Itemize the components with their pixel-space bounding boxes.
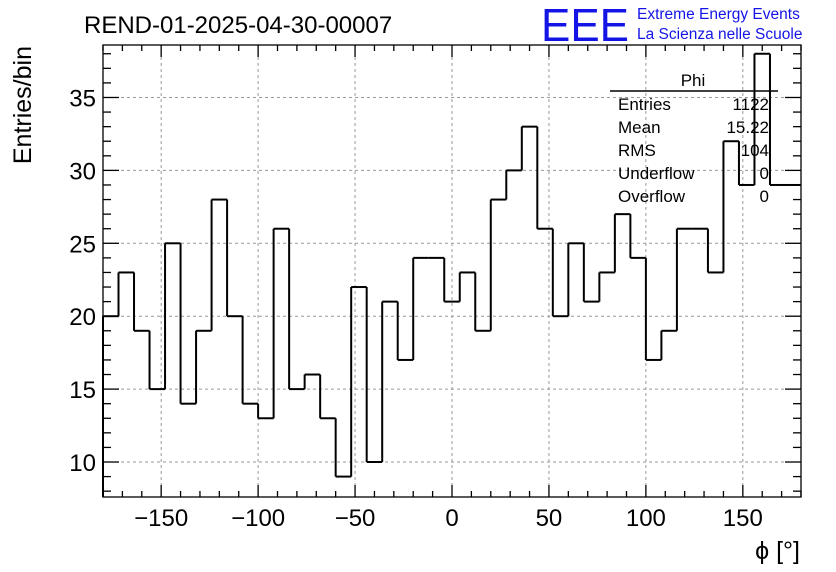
x-tick-labels: −150 −100 −50 0 50 100 150 <box>134 505 763 532</box>
histogram-series <box>102 52 801 497</box>
stats-label-mean: Mean <box>618 118 661 137</box>
stats-box: Phi Entries 1122 Mean 15.22 RMS 104 Unde… <box>610 71 778 206</box>
eee-logo: EEE Extreme Energy Events La Scienza nel… <box>541 0 802 51</box>
x-tick-label: 100 <box>626 505 666 532</box>
stats-label-underflow: Underflow <box>618 164 695 183</box>
x-axis-title: ϕ [°] <box>755 537 800 565</box>
eee-logo-line2: La Scienza nelle Scuole <box>637 26 802 43</box>
stats-box-name: Phi <box>681 71 706 90</box>
y-tick-label: 20 <box>69 304 96 331</box>
y-tick-labels: 10 15 20 25 30 35 <box>69 85 96 477</box>
stats-value-rms: 104 <box>741 141 769 160</box>
stats-value-mean: 15.22 <box>726 118 769 137</box>
y-tick-label: 30 <box>69 158 96 185</box>
stats-label-rms: RMS <box>618 141 656 160</box>
x-tick-label: −100 <box>231 505 285 532</box>
x-tick-label: −50 <box>335 505 376 532</box>
x-tick-label: 50 <box>536 505 563 532</box>
y-axis-title: Entries/bin <box>9 46 37 164</box>
eee-logo-line1: Extreme Energy Events <box>637 6 800 23</box>
y-tick-label: 35 <box>69 85 96 112</box>
x-tick-label: 0 <box>445 505 458 532</box>
y-tick-label: 25 <box>69 231 96 258</box>
run-title: REND-01-2025-04-30-00007 <box>84 12 392 39</box>
x-tick-label: −150 <box>134 505 188 532</box>
stats-value-underflow: 0 <box>760 164 769 183</box>
y-tick-label: 15 <box>69 377 96 404</box>
stats-label-entries: Entries <box>618 95 671 114</box>
stats-value-entries: 1122 <box>732 95 769 114</box>
eee-logo-mark: EEE <box>541 0 629 51</box>
y-tick-label: 10 <box>69 450 96 477</box>
axis-ticks <box>102 45 802 497</box>
x-tick-label: 150 <box>723 505 763 532</box>
stats-label-overflow: Overflow <box>618 187 686 206</box>
grid-lines <box>103 45 801 497</box>
stats-value-overflow: 0 <box>760 187 769 206</box>
